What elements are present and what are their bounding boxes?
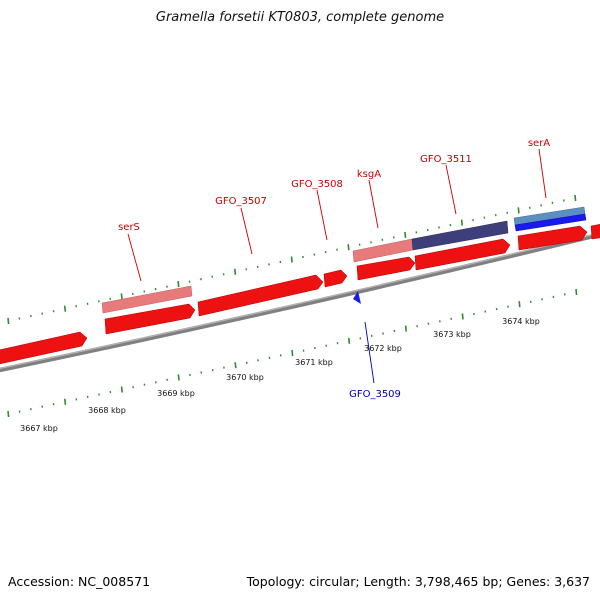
gene-arrow-1 bbox=[0, 331, 88, 365]
gene-arrow-GFO3507 bbox=[197, 274, 324, 317]
leader-ksgA bbox=[368, 179, 379, 229]
gene-arrow-serS bbox=[104, 303, 196, 335]
bottom-tick bbox=[234, 362, 237, 369]
leader-GFO3508 bbox=[316, 189, 328, 241]
top-tick bbox=[290, 256, 293, 263]
leader-serS bbox=[127, 233, 142, 282]
bottom-tick bbox=[64, 398, 67, 405]
top-tick bbox=[347, 244, 350, 251]
kbp-label-3671: 3671 kbp bbox=[295, 358, 333, 367]
gene-label-GFO3507: GFO_3507 bbox=[215, 196, 267, 207]
tick-row-top bbox=[7, 194, 577, 325]
gene-arrow-GFO3511 bbox=[414, 238, 511, 271]
gene-arrow-edge bbox=[590, 224, 600, 240]
top-tick bbox=[574, 194, 577, 202]
map-title: Gramella forsetii KT0803, complete genom… bbox=[155, 10, 445, 25]
genome-backbone-highlight bbox=[0, 232, 600, 370]
gene-label-GFO3508: GFO_3508 bbox=[291, 179, 343, 190]
gene-label-serS: serS bbox=[118, 222, 140, 233]
bottom-tick bbox=[7, 410, 10, 418]
gene-label-serA: serA bbox=[528, 138, 550, 149]
top-tick bbox=[234, 268, 237, 275]
bottom-tick bbox=[120, 386, 123, 393]
bottom-tick bbox=[518, 301, 521, 308]
top-tick bbox=[404, 231, 407, 238]
top-tick bbox=[63, 305, 67, 312]
kbp-label-3672: 3672 kbp bbox=[364, 344, 402, 353]
leader-GFO3507 bbox=[240, 207, 253, 255]
bottom-tick bbox=[461, 313, 464, 320]
leader-GFO3511 bbox=[445, 164, 457, 215]
kbp-label-3668: 3668 kbp bbox=[88, 406, 126, 415]
kbp-label-3673: 3673 kbp bbox=[433, 330, 471, 339]
top-tick bbox=[7, 317, 10, 325]
bottom-tick bbox=[404, 325, 407, 332]
gene-arrow-GFO3508 bbox=[323, 269, 348, 288]
leader-serA bbox=[538, 148, 547, 199]
kbp-label-3667: 3667 kbp bbox=[20, 424, 58, 433]
bottom-tick bbox=[177, 374, 180, 381]
bottom-tick bbox=[575, 288, 578, 296]
top-tick bbox=[517, 207, 520, 214]
leader-GFO3509 bbox=[364, 321, 375, 384]
bottom-tick bbox=[348, 337, 351, 344]
gene-arrow-serA bbox=[517, 225, 588, 251]
gene-box-serA-dark bbox=[514, 213, 587, 232]
gene-label-GFO3511: GFO_3511 bbox=[420, 154, 472, 165]
kbp-label-3669: 3669 kbp bbox=[157, 389, 195, 398]
gene-label-ksgA: ksgA bbox=[357, 169, 381, 180]
genome-summary-text: Topology: circular; Length: 3,798,465 bp… bbox=[246, 574, 590, 589]
gene-box-serS-light bbox=[101, 285, 193, 314]
bottom-tick bbox=[291, 349, 294, 357]
gene-label-GFO3509: GFO_3509 bbox=[349, 389, 401, 400]
accession-text: Accession: NC_008571 bbox=[8, 574, 151, 589]
gene-arrow-ksgA bbox=[356, 256, 416, 281]
top-tick bbox=[177, 281, 180, 288]
top-tick bbox=[120, 293, 123, 300]
gene-arrow-GFO3509 bbox=[353, 291, 361, 304]
kbp-label-3674: 3674 kbp bbox=[502, 317, 540, 326]
tick-row-bottom bbox=[7, 288, 578, 418]
genome-backbone bbox=[0, 232, 600, 373]
top-tick bbox=[460, 219, 463, 226]
kbp-label-3670: 3670 kbp bbox=[226, 373, 264, 382]
gene-box-GFO3511-dark bbox=[411, 220, 509, 251]
